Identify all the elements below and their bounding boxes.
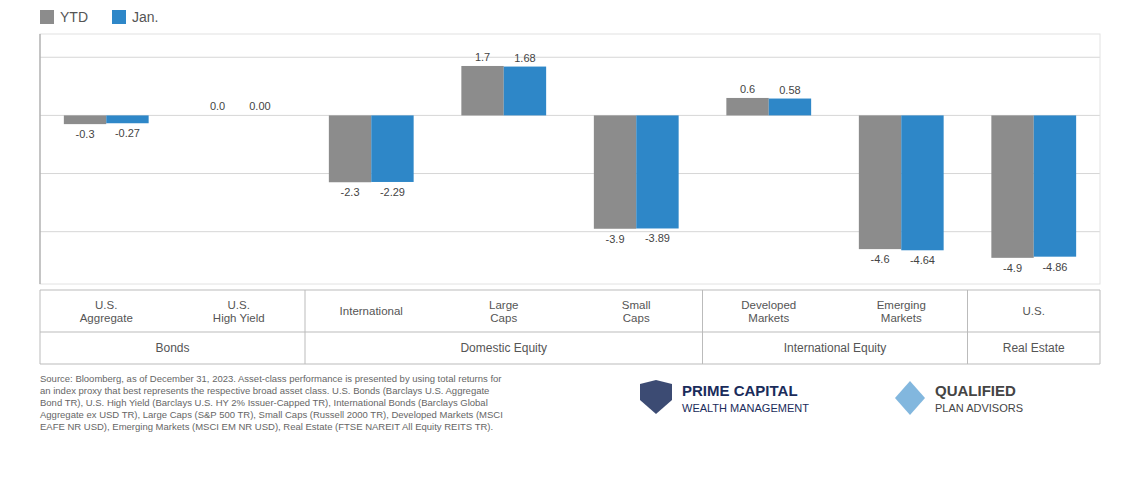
bar [1034,115,1076,256]
legend-swatch [112,10,126,24]
logos: PRIME CAPITAL WEALTH MANAGEMENT QUALIFIED P… [640,380,1023,415]
legend: YTD Jan. [40,9,158,25]
bar [901,115,943,250]
category-label: U.S.High Yield [213,299,265,324]
category-label: EmergingMarkets [877,299,926,324]
bar [594,115,636,228]
source-text: Source: Bloomberg, as of December 31, 20… [40,373,503,432]
bar [196,115,238,116]
group-label: Real Estate [1003,341,1065,355]
table-line [40,332,1100,333]
table-line [40,290,1100,291]
data-label: 0.0 [210,100,225,112]
bar [769,99,811,116]
bar [859,115,901,249]
group-separator [702,290,703,364]
table-line [40,364,1100,365]
plot-frame [40,34,1100,284]
data-label: 0.6 [740,83,755,95]
y-axis-line [40,34,41,284]
data-label: -2.3 [341,186,360,198]
table-line [1100,290,1101,364]
logo-shield [640,380,672,414]
bar [371,115,413,182]
logo-text: QUALIFIED [935,382,1016,399]
legend-label: Jan. [132,9,158,25]
data-label: -4.86 [1042,261,1067,273]
category-label: DevelopedMarkets [741,299,796,324]
data-label: 0.58 [779,84,800,96]
category-label: International [340,305,403,317]
data-label: -2.29 [380,186,405,198]
data-label: -3.9 [606,233,625,245]
data-label: 0.00 [249,100,270,112]
bars [64,66,1076,258]
data-label: -4.6 [871,253,890,265]
logo-diamond [895,381,925,415]
data-label: -4.64 [910,254,935,266]
bar [991,115,1033,257]
data-label: -0.27 [115,127,140,139]
bar [64,115,106,124]
bar [239,115,281,116]
table-line [40,290,41,364]
category-label: SmallCaps [622,299,651,324]
chart: -0.3 0.0 -2.3 1.7 -3.9 0.6 -4.6 -4.9 -0.27 0.00 -2… [0,0,1128,495]
data-label: 1.7 [475,51,490,63]
bar [461,66,503,115]
logo-text: PRIME CAPITAL [682,382,798,399]
data-label: -3.89 [645,232,670,244]
bar [106,115,148,123]
data-labels: -0.3 0.0 -2.3 1.7 -3.9 0.6 -4.6 -4.9 -0.27 0.00 -2… [76,51,1068,274]
category-label: U.S. [1023,305,1045,317]
legend-swatch [40,10,54,24]
group-separator [305,290,306,364]
bar [504,67,546,116]
logo-text: WEALTH MANAGEMENT [682,402,809,414]
category-label: LargeCaps [489,299,518,324]
bar [329,115,371,182]
group-label: Bonds [155,341,189,355]
data-label: -4.9 [1003,262,1022,274]
bar [636,115,678,228]
category-label: U.S.Aggregate [80,299,133,324]
group-label: Domestic Equity [460,341,547,355]
legend-label: YTD [60,9,88,25]
data-label: -0.3 [76,128,95,140]
bar [726,98,768,115]
data-label: 1.68 [514,52,535,64]
group-label: International Equity [784,341,887,355]
group-separator [967,290,968,364]
logo-text: PLAN ADVISORS [935,402,1023,414]
category-table: U.S.Aggregate U.S.High Yield International… [40,290,1100,364]
grid-line [40,57,1100,58]
